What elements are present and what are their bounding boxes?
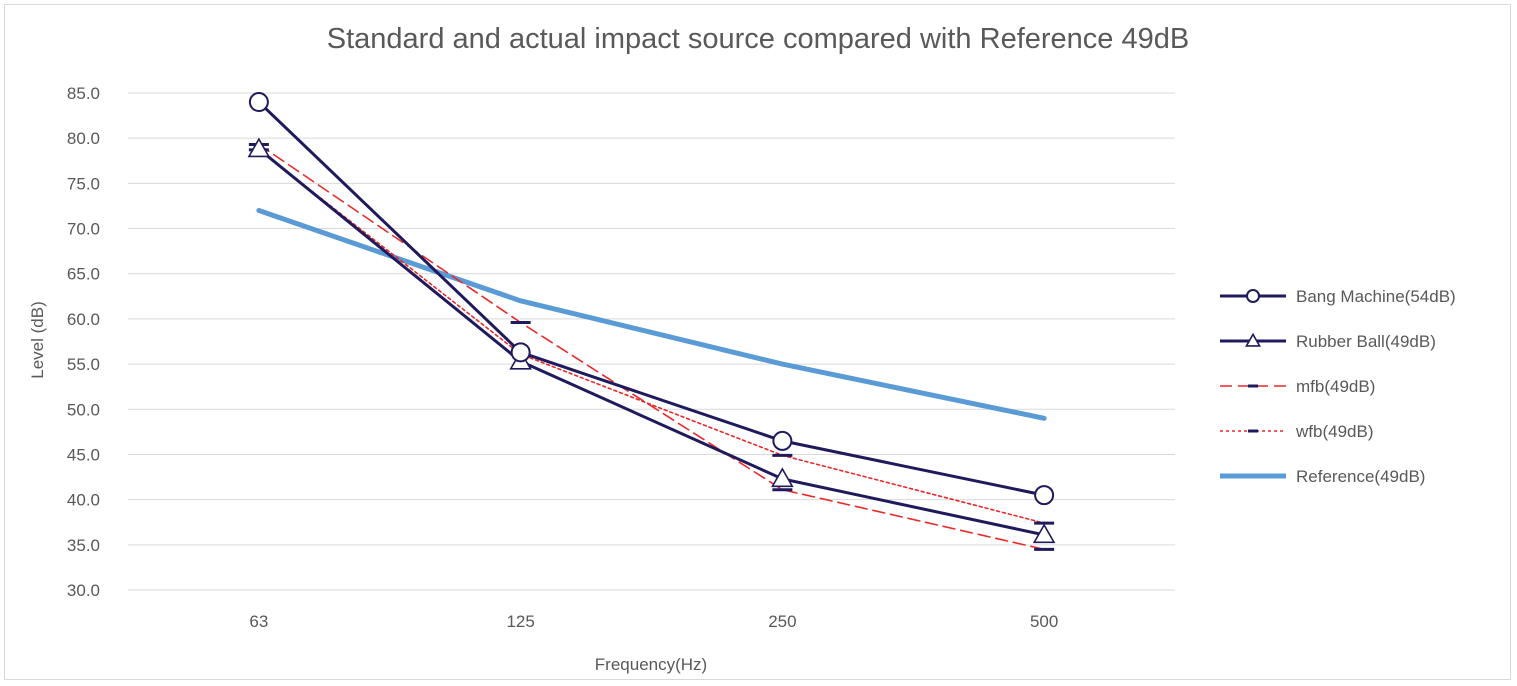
data-point-circle [510, 342, 531, 363]
y-tick-label: 75.0 [67, 174, 100, 193]
data-point-circle [1034, 485, 1055, 506]
data-point-triangle [247, 137, 271, 158]
x-tick-label: 250 [768, 612, 796, 631]
gridlines [128, 92, 1175, 591]
legend-label: Rubber Ball(49dB) [1296, 332, 1436, 351]
legend-label: Bang Machine(54dB) [1296, 287, 1456, 306]
y-tick-label: 85.0 [67, 84, 100, 103]
data-point-circle [772, 430, 793, 451]
legend-item: Rubber Ball(49dB) [1220, 332, 1436, 351]
y-tick-label: 45.0 [67, 445, 100, 464]
data-point-circle [248, 92, 269, 113]
series-0 [248, 92, 1055, 506]
data-point-circle [1246, 289, 1260, 303]
x-axis-label: Frequency(Hz) [595, 655, 707, 674]
x-axis-ticks: 63 125 250 500 [249, 612, 1058, 631]
data-point-triangle [771, 467, 794, 488]
y-tick-label: 60.0 [67, 310, 100, 329]
chart-title: Standard and actual impact source compar… [327, 23, 1189, 55]
y-tick-label: 70.0 [67, 220, 100, 239]
x-tick-label: 63 [249, 612, 268, 631]
series-1 [247, 137, 1056, 544]
data-point-triangle [1032, 523, 1056, 544]
y-tick-label: 30.0 [67, 581, 100, 600]
y-tick-label: 40.0 [67, 491, 100, 510]
legend-item: Reference(49dB) [1220, 467, 1425, 486]
y-axis-label: Level (dB) [28, 301, 47, 378]
x-tick-label: 125 [506, 612, 534, 631]
series-line [258, 149, 1045, 524]
y-tick-label: 35.0 [67, 536, 100, 555]
legend: Bang Machine(54dB) Rubber Ball(49dB) mfb(4… [1220, 287, 1456, 486]
y-tick-label: 50.0 [67, 400, 100, 419]
legend-label: wfb(49dB) [1295, 422, 1373, 441]
series-2 [248, 143, 1055, 551]
legend-item: wfb(49dB) [1220, 422, 1373, 441]
data-point-triangle [1245, 332, 1261, 347]
series-line [257, 100, 1046, 497]
legend-item: mfb(49dB) [1220, 377, 1375, 396]
legend-label: Reference(49dB) [1296, 467, 1425, 486]
y-axis-ticks: 30.0 35.0 40.0 45.0 50.0 55.0 60.0 65.0 70.0 75.0… [67, 84, 100, 600]
y-tick-label: 55.0 [67, 355, 100, 374]
y-tick-label: 80.0 [67, 129, 100, 148]
series-line [258, 143, 1045, 551]
legend-label: mfb(49dB) [1296, 377, 1375, 396]
x-tick-label: 500 [1030, 612, 1058, 631]
series-line [257, 147, 1046, 537]
legend-item: Bang Machine(54dB) [1220, 287, 1456, 306]
y-tick-label: 65.0 [67, 265, 100, 284]
series-lines [247, 92, 1056, 551]
